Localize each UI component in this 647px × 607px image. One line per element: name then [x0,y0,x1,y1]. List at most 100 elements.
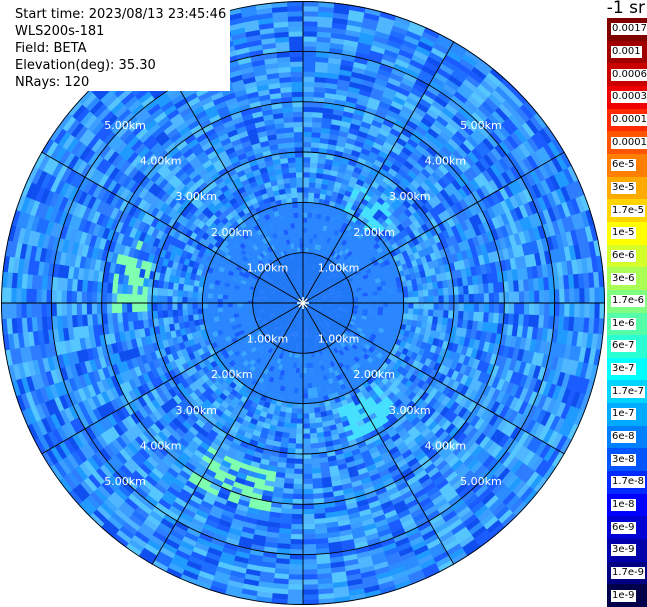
radar-cell [473,302,480,313]
radar-cell [373,302,379,308]
radar-cell [299,237,304,243]
radar-cell [161,295,168,304]
radar-cell [207,307,214,314]
radar-cell [498,292,505,304]
radar-cell [309,422,317,429]
radar-cell [187,290,194,298]
radar-cell [293,212,299,219]
radar-cell [472,284,480,295]
radar-cell [392,292,399,299]
radar-cell [427,309,434,317]
radar-cell [291,407,298,414]
radar-cell [292,493,304,500]
radar-cell [291,402,298,409]
radar-cell [508,291,515,304]
radar-cell [302,116,313,123]
radar-cell [372,294,379,300]
radar-cell [309,177,317,184]
radar-cell [412,290,419,298]
radar-cell [296,176,304,183]
radar-cell [131,311,139,322]
radar-cell [284,467,295,475]
radar-cell [428,295,435,304]
radar-cell [292,207,299,214]
radar-cell [302,146,312,153]
radar-cell [503,291,510,304]
radar-cell [283,482,294,490]
radar-cell [131,293,138,304]
radar-cell [302,493,314,500]
radar-cell [413,296,419,304]
radar-cell [126,293,133,304]
radar-cell [287,442,296,449]
radar-cell [283,121,294,129]
radar-cell [392,287,399,294]
radar-cell [237,299,243,304]
radar-cell [312,477,323,485]
radar-cell [96,291,103,304]
radar-cell [141,285,149,296]
radar-cell [408,302,414,310]
radar-cell [472,311,480,322]
radar-cell [463,302,470,312]
radar-cell [302,448,312,455]
radar-cell [302,136,312,143]
radar-cell [308,197,315,204]
radar-cell [212,293,219,299]
radar-cell [167,309,174,318]
radar-cell [285,141,296,149]
radar-cell [187,284,194,292]
radar-cell [302,393,309,399]
radar-cell [402,291,409,298]
radar-cell [294,222,300,229]
radar-cell [222,298,228,304]
radar-cell [378,302,384,308]
radar-cell [314,412,322,419]
radar-cell [418,296,425,304]
radar-cell [378,298,384,304]
radar-cell [302,418,310,425]
radar-cell [294,151,304,158]
radar-cell [126,284,134,295]
radar-cell [482,283,490,294]
radar-cell [222,294,229,300]
radar-cell [289,177,297,184]
radar-cell [458,302,465,312]
radar-cell [428,302,435,311]
radar-cell [296,423,304,430]
radar-cell [432,309,439,318]
radar-cell [285,462,295,470]
radar-cell [382,293,389,299]
radar-cell [297,207,304,213]
radar-cell [312,111,324,119]
radar-cell [295,232,300,239]
radar-cell [477,283,485,294]
radar-cell [302,212,308,218]
radar-cell [299,368,304,374]
radar-cell [284,126,295,134]
radar-cell [242,299,248,304]
radar-cell [313,407,321,414]
radar-cell [298,222,304,228]
radar-cell [293,468,304,475]
radar-cell [171,302,178,311]
radar-cell [284,472,295,480]
radar-cell [382,289,389,295]
radar-cell [296,242,301,249]
radar-cell [217,293,224,299]
radar-cell [309,162,318,169]
radar-cell [302,176,310,183]
radar-cell [387,293,394,299]
radar-cell [293,382,299,389]
radar-cell [413,302,419,310]
radar-cell [101,292,108,304]
radar-cell [388,298,394,304]
radar-cell [136,294,143,304]
radar-cell [307,397,314,404]
radar-cell [202,307,209,314]
radar-cell [302,232,307,238]
radar-cell [287,157,296,164]
radar-cell [297,202,304,208]
radar-cell [101,302,108,314]
radar-cell [292,106,304,113]
